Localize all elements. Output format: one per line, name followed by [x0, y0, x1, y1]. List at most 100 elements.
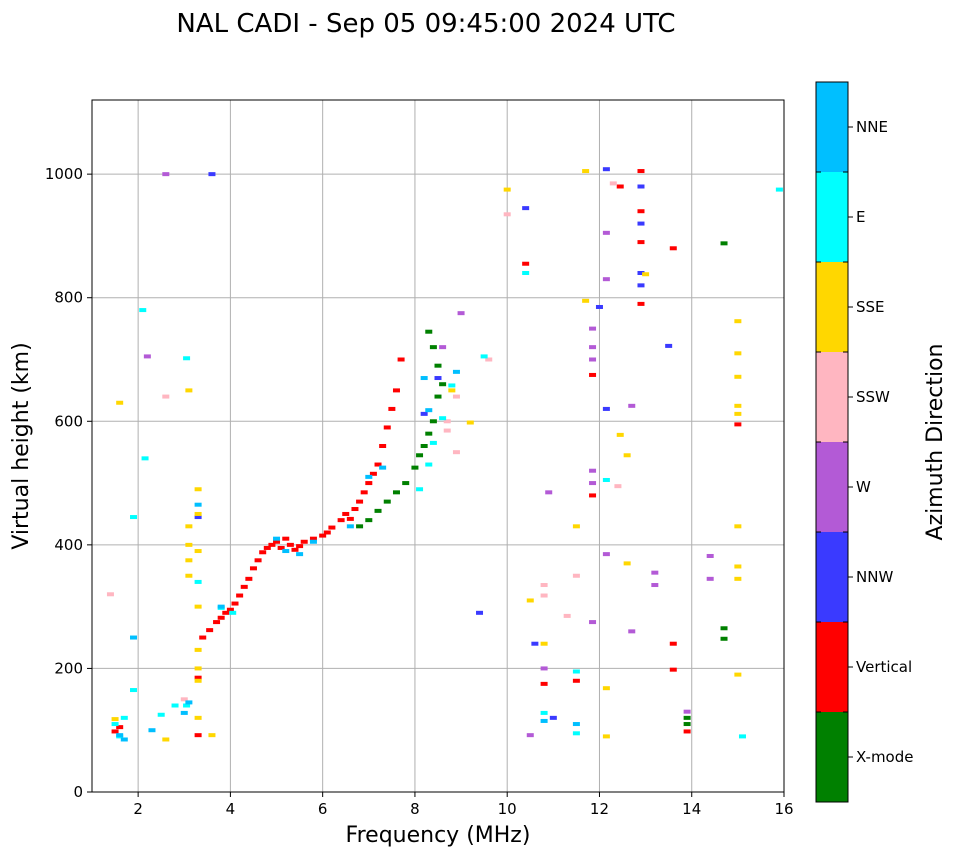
data-point-x-mode: [720, 626, 728, 631]
data-point-sse: [116, 400, 124, 405]
y-tick-label: 1000: [45, 165, 83, 183]
data-point-w: [706, 553, 714, 558]
data-point-nne: [346, 524, 354, 529]
data-point-vertical: [291, 547, 299, 552]
data-point-x-mode: [683, 722, 691, 727]
data-point-vertical: [249, 566, 257, 571]
data-point-vertical: [328, 525, 336, 530]
data-point-ssw: [106, 592, 114, 597]
data-point-sse: [111, 717, 119, 722]
data-point-w: [628, 403, 636, 408]
data-point-vertical: [669, 641, 677, 646]
data-point-w: [602, 552, 610, 557]
x-tick-label: 4: [226, 800, 236, 818]
data-point-x-mode: [392, 490, 400, 495]
data-point-vertical: [369, 471, 377, 476]
data-point-sse: [194, 604, 202, 609]
data-point-nnw: [531, 641, 539, 646]
data-point-nne: [420, 376, 428, 381]
data-point-vertical: [282, 536, 290, 541]
data-point-w: [457, 311, 465, 316]
data-points: [106, 167, 783, 742]
data-point-sse: [734, 564, 742, 569]
data-point-x-mode: [720, 241, 728, 246]
data-point-vertical: [388, 406, 396, 411]
data-point-w: [589, 481, 597, 486]
data-point-sse: [194, 715, 202, 720]
data-point-vertical: [222, 610, 230, 615]
data-point-sse: [466, 420, 474, 425]
data-point-nnw: [595, 304, 603, 309]
x-tick-label: 2: [133, 800, 143, 818]
data-point-ssw: [485, 357, 493, 362]
data-point-x-mode: [429, 345, 437, 350]
data-point-vertical: [374, 462, 382, 467]
data-point-nne: [217, 604, 225, 609]
data-point-sse: [208, 733, 216, 738]
colorbar-label-x-mode: X-mode: [856, 748, 913, 766]
data-point-nne: [296, 552, 304, 557]
data-point-vertical: [637, 301, 645, 306]
data-point-e: [572, 669, 580, 674]
x-tick-label: 12: [590, 800, 609, 818]
data-point-w: [589, 345, 597, 350]
data-point-x-mode: [425, 329, 433, 334]
data-point-vertical: [194, 675, 202, 680]
data-point-e: [183, 703, 191, 708]
data-point-e: [439, 416, 447, 421]
x-axis-ticks: 2 4 6 8 10 12 14 16: [133, 792, 794, 818]
data-point-sse: [185, 573, 193, 578]
data-point-w: [706, 576, 714, 581]
data-point-e: [425, 462, 433, 467]
x-axis-label: Frequency (MHz): [346, 823, 531, 848]
data-point-sse: [448, 388, 456, 393]
data-point-vertical: [296, 544, 304, 549]
data-point-x-mode: [356, 524, 364, 529]
data-point-w: [589, 326, 597, 331]
data-point-nne: [148, 728, 156, 733]
data-point-w: [526, 733, 534, 738]
data-point-nnw: [476, 610, 484, 615]
data-point-e: [139, 308, 147, 313]
data-point-e: [194, 579, 202, 584]
data-point-ssw: [563, 613, 571, 618]
y-axis-label: Virtual height (km): [9, 342, 34, 549]
data-point-x-mode: [374, 508, 382, 513]
data-point-x-mode: [683, 715, 691, 720]
y-tick-label: 200: [54, 659, 83, 677]
data-point-nne: [185, 700, 193, 705]
data-point-vertical: [637, 240, 645, 245]
data-point-w: [602, 230, 610, 235]
data-point-ssw: [540, 593, 548, 598]
data-point-x-mode: [434, 363, 442, 368]
data-point-vertical: [356, 499, 364, 504]
data-point-ssw: [452, 450, 460, 455]
data-point-sse: [194, 487, 202, 492]
data-point-vertical: [669, 246, 677, 251]
data-point-e: [429, 440, 437, 445]
data-point-vertical: [273, 539, 281, 544]
data-point-x-mode: [420, 444, 428, 448]
data-point-vertical: [342, 511, 350, 516]
y-tick-label: 400: [54, 536, 83, 554]
data-point-nne: [365, 474, 373, 479]
data-point-e: [775, 187, 783, 192]
data-point-e: [130, 515, 138, 520]
data-point-nnw: [208, 172, 216, 177]
colorbar-frame: [815, 81, 849, 803]
plot-frame: [91, 99, 785, 793]
data-point-sse: [582, 169, 590, 174]
data-point-sse: [734, 319, 742, 324]
data-point-e: [171, 703, 179, 708]
data-point-sse: [194, 511, 202, 516]
data-point-sse: [734, 411, 742, 416]
data-point-vertical: [337, 518, 345, 523]
data-point-e: [480, 354, 488, 359]
data-point-sse: [582, 298, 590, 303]
colorbar-swatch: [816, 262, 848, 352]
data-point-w: [651, 583, 659, 588]
data-point-vertical: [217, 615, 225, 620]
data-point-x-mode: [720, 636, 728, 641]
data-point-vertical: [231, 601, 239, 606]
